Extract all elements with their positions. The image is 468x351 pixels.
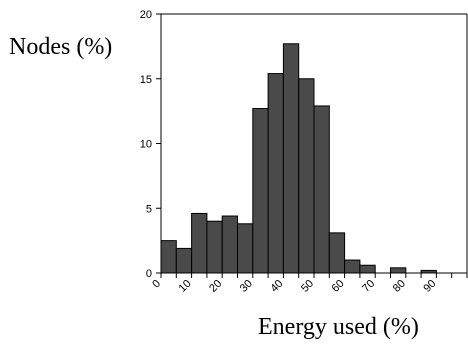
x-tick-label: 20 xyxy=(207,278,224,295)
histogram-bar xyxy=(390,267,407,274)
histogram-bar xyxy=(221,215,238,274)
histogram-bar xyxy=(160,240,177,274)
ticks-group: 0 5 10 15 20 0 10 20 30 40 50 60 70 80 90 xyxy=(140,9,468,295)
histogram-bar xyxy=(191,212,208,274)
x-tick-label: 40 xyxy=(268,278,285,295)
histogram-bar xyxy=(237,223,254,274)
histogram-bar xyxy=(252,108,269,274)
y-tick-label: 15 xyxy=(140,74,152,86)
y-tick-label: 5 xyxy=(146,203,152,215)
x-tick-label: 50 xyxy=(299,278,316,295)
histogram-bar xyxy=(206,220,223,274)
histogram-bar xyxy=(359,264,376,274)
x-tick-label: 0 xyxy=(150,278,163,291)
x-tick-label: 80 xyxy=(391,278,408,295)
histogram-bar xyxy=(328,232,346,274)
x-tick-label: 30 xyxy=(238,278,255,295)
histogram-bar xyxy=(267,73,284,274)
x-tick-label: 60 xyxy=(330,278,347,295)
y-axis-label: Nodes (%) xyxy=(9,34,113,60)
histogram-bar xyxy=(344,259,361,274)
y-tick-label: 0 xyxy=(146,268,152,280)
histogram-bar xyxy=(313,105,330,274)
histogram-bar xyxy=(298,78,315,274)
x-tick-label: 10 xyxy=(177,278,194,295)
histogram-bar xyxy=(175,247,193,274)
x-axis-label: Energy used (%) xyxy=(258,314,419,340)
y-tick-label: 10 xyxy=(140,139,152,151)
y-tick-label: 20 xyxy=(140,9,152,21)
bars-group xyxy=(160,43,437,274)
x-tick-label: 70 xyxy=(360,278,377,295)
histogram-bar xyxy=(282,43,300,274)
x-tick-label: 90 xyxy=(421,278,438,295)
